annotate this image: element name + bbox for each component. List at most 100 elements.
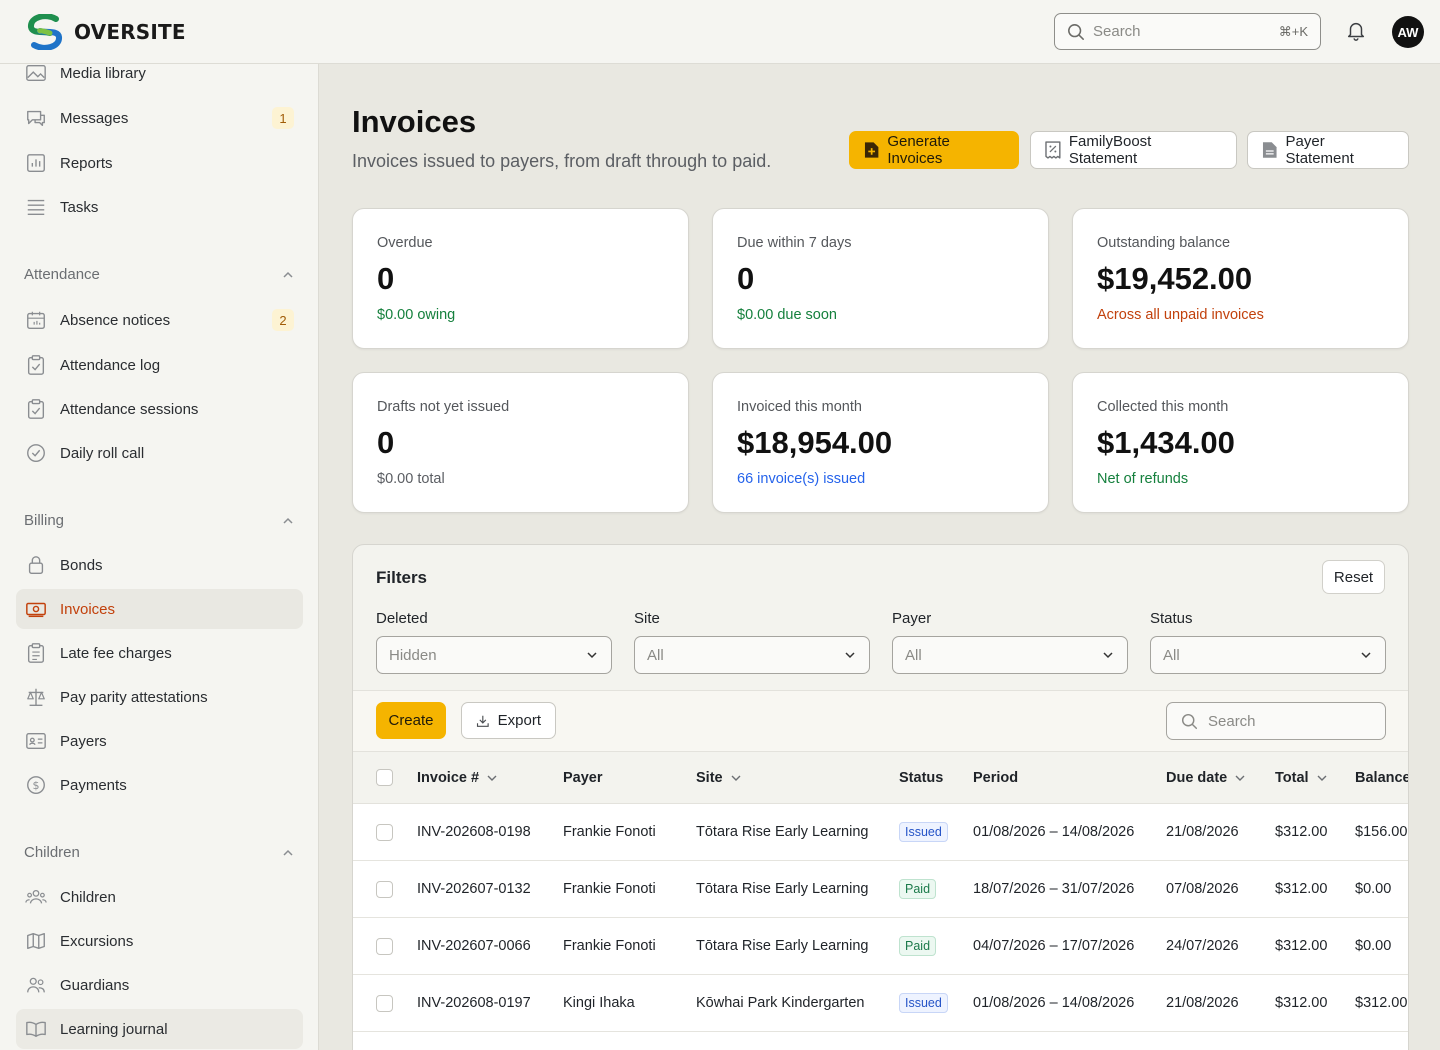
reset-filters-button[interactable]: Reset xyxy=(1322,560,1385,594)
section-title: Children xyxy=(24,844,80,861)
sidebar-item-attendance-log[interactable]: Attendance log xyxy=(16,345,303,385)
section-toggle-billing[interactable]: Billing xyxy=(24,512,295,529)
stat-value: 0 xyxy=(737,261,755,296)
column-header-status[interactable]: Status xyxy=(899,752,943,803)
filter-select-payer[interactable]: All xyxy=(892,636,1128,674)
column-header-site[interactable]: Site xyxy=(696,752,742,803)
period: 04/07/2026 – 17/07/2026 xyxy=(973,938,1135,954)
sidebar-item-payers[interactable]: Payers xyxy=(16,721,303,761)
chevron-down-icon xyxy=(1361,652,1371,659)
chevron-down-icon xyxy=(587,652,597,659)
column-header-payer[interactable]: Payer xyxy=(563,752,603,803)
filter-select-status[interactable]: All xyxy=(1150,636,1386,674)
payer-statement-button[interactable]: Payer Statement xyxy=(1247,131,1409,169)
site-name: Tōtara Rise Early Learning xyxy=(696,938,869,954)
select-value: Hidden xyxy=(389,646,437,664)
filter-label-deleted: Deleted xyxy=(376,610,428,627)
column-header-invoice[interactable]: Invoice # xyxy=(417,752,498,803)
app-logo[interactable]: OVERSITE xyxy=(26,14,186,50)
filter-select-deleted[interactable]: Hidden xyxy=(376,636,612,674)
total: $312.00 xyxy=(1275,938,1328,954)
create-button[interactable]: Create xyxy=(376,702,446,739)
column-header-due-date[interactable]: Due date xyxy=(1166,752,1246,803)
invoice-number[interactable]: INV-202607-0132 xyxy=(417,881,531,897)
status-badge: Paid xyxy=(899,879,937,899)
sidebar-item-label: Guardians xyxy=(60,976,130,994)
invoice-number[interactable]: INV-202608-0197 xyxy=(417,995,531,1011)
status-cell: Issued xyxy=(899,804,948,860)
sidebar-item-absence-notices[interactable]: Absence notices 2 xyxy=(16,300,303,340)
filter-select-site[interactable]: All xyxy=(634,636,870,674)
scale-icon xyxy=(24,685,48,709)
row-checkbox[interactable] xyxy=(376,918,393,974)
users-icon xyxy=(24,973,48,997)
table-search-input[interactable]: Search xyxy=(1166,702,1386,740)
user-avatar[interactable]: AW xyxy=(1392,16,1424,48)
column-header-total[interactable]: Total xyxy=(1275,752,1328,803)
receipt-percent-icon xyxy=(1045,141,1061,159)
stat-label: Overdue xyxy=(377,235,433,251)
table-row[interactable]: INV-202608-0198 Frankie Fonoti Tōtara Ri… xyxy=(353,804,1408,861)
sidebar-item-daily-roll-call[interactable]: Daily roll call xyxy=(16,433,303,473)
invoice-number[interactable]: INV-202607-0066 xyxy=(417,938,531,954)
sidebar-item-label: Reports xyxy=(60,154,113,172)
sidebar-item-reports[interactable]: Reports xyxy=(16,143,303,183)
file-plus-icon xyxy=(864,142,879,158)
search-placeholder: Search xyxy=(1093,23,1141,40)
row-checkbox[interactable] xyxy=(376,861,393,917)
sidebar-item-label: Daily roll call xyxy=(60,444,145,462)
sidebar-item-invoices[interactable]: Invoices xyxy=(16,589,303,629)
sidebar-item-label: Invoices xyxy=(60,600,116,618)
sidebar-item-media-library[interactable]: Media library xyxy=(16,64,303,93)
section-title: Billing xyxy=(24,512,65,529)
select-value: All xyxy=(905,646,922,664)
sidebar-item-learning-journal[interactable]: Learning journal xyxy=(16,1009,303,1049)
clipboard-check-icon xyxy=(24,353,48,377)
svg-text:$: $ xyxy=(33,779,40,792)
chevron-up-icon xyxy=(283,271,293,278)
filter-label-payer: Payer xyxy=(892,610,932,627)
status-badge: Issued xyxy=(899,822,948,842)
sidebar-item-guardians[interactable]: Guardians xyxy=(16,965,303,1005)
payer-name: Frankie Fonoti xyxy=(563,824,656,840)
column-header-balance[interactable]: Balance xyxy=(1355,752,1408,803)
sidebar-item-pay-parity-attestations[interactable]: Pay parity attestations xyxy=(16,677,303,717)
generate-invoices-button[interactable]: Generate Invoices xyxy=(849,131,1019,169)
section-title: Attendance xyxy=(24,266,100,283)
sidebar-item-bonds[interactable]: Bonds xyxy=(16,545,303,585)
table-row[interactable] xyxy=(353,1032,1408,1050)
select-all-checkbox[interactable] xyxy=(376,752,393,803)
global-search-input[interactable]: Search ⌘+K xyxy=(1054,13,1321,50)
stat-value: $19,452.00 xyxy=(1097,261,1253,296)
row-checkbox[interactable] xyxy=(376,804,393,860)
section-toggle-children[interactable]: Children xyxy=(24,844,295,861)
row-checkbox[interactable] xyxy=(376,975,393,1031)
table-row[interactable]: INV-202608-0197 Kingi Ihaka Kōwhai Park … xyxy=(353,975,1408,1032)
sidebar-item-messages[interactable]: Messages 1 xyxy=(16,98,303,138)
status-cell: Paid xyxy=(899,861,937,917)
search-shortcut: ⌘+K xyxy=(1278,23,1308,39)
sidebar-item-late-fee-charges[interactable]: Late fee charges xyxy=(16,633,303,673)
lock-icon xyxy=(24,553,48,577)
total: $312.00 xyxy=(1275,881,1328,897)
column-header-period[interactable]: Period xyxy=(973,752,1018,803)
familyboost-statement-button[interactable]: FamilyBoost Statement xyxy=(1030,131,1237,169)
stat-value: 0 xyxy=(377,261,395,296)
notifications-bell-icon[interactable] xyxy=(1345,20,1367,47)
table-row[interactable]: INV-202607-0132 Frankie Fonoti Tōtara Ri… xyxy=(353,861,1408,918)
sidebar-item-label: Absence notices xyxy=(60,311,171,329)
export-button[interactable]: Export xyxy=(461,702,556,739)
sidebar-item-tasks[interactable]: Tasks xyxy=(16,187,303,227)
sidebar-item-payments[interactable]: $ Payments xyxy=(16,765,303,805)
due-date: 07/08/2026 xyxy=(1166,881,1239,897)
sort-chevron-icon xyxy=(1317,775,1327,781)
sidebar-item-attendance-sessions[interactable]: Attendance sessions xyxy=(16,389,303,429)
table-row[interactable]: INV-202607-0066 Frankie Fonoti Tōtara Ri… xyxy=(353,918,1408,975)
sidebar-item-excursions[interactable]: Excursions xyxy=(16,921,303,961)
section-toggle-attendance[interactable]: Attendance xyxy=(24,266,295,283)
payer-name: Kingi Ihaka xyxy=(563,995,635,1011)
button-label: Export xyxy=(497,712,541,729)
column-label: Site xyxy=(696,769,723,786)
sidebar-item-children[interactable]: Children xyxy=(16,877,303,917)
invoice-number[interactable]: INV-202608-0198 xyxy=(417,824,531,840)
